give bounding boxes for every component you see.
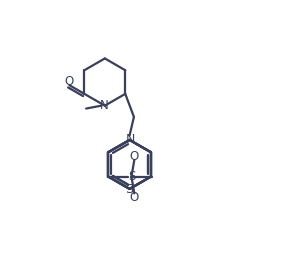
Text: S: S: [128, 170, 135, 183]
Text: N: N: [100, 99, 109, 112]
Text: O: O: [130, 191, 139, 204]
Text: S: S: [126, 183, 134, 196]
Text: N: N: [126, 133, 135, 146]
Text: O: O: [130, 150, 139, 163]
Text: O: O: [65, 75, 74, 88]
